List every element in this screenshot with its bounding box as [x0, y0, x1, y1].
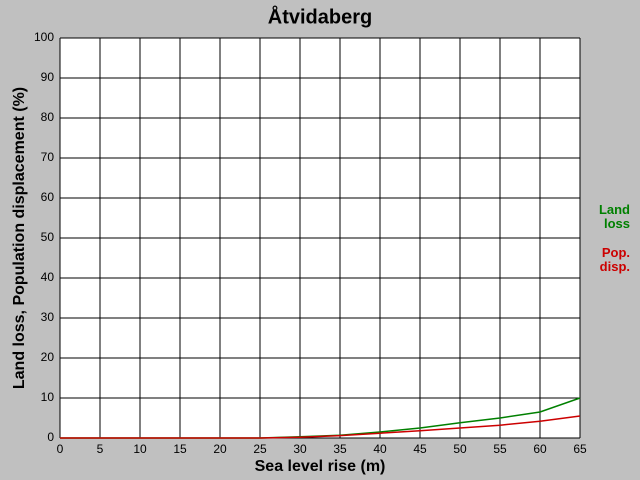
x-tick-label: 50 — [453, 442, 467, 456]
y-tick-label: 80 — [41, 110, 55, 124]
x-tick-label: 5 — [97, 442, 104, 456]
y-tick-label: 70 — [41, 150, 55, 164]
x-tick-label: 35 — [333, 442, 347, 456]
x-tick-label: 0 — [57, 442, 64, 456]
x-tick-label: 30 — [293, 442, 307, 456]
y-tick-label: 50 — [41, 230, 55, 244]
x-tick-label: 20 — [213, 442, 227, 456]
y-tick-label: 40 — [41, 270, 55, 284]
y-tick-label: 100 — [34, 30, 54, 44]
y-tick-label: 90 — [41, 70, 55, 84]
x-tick-label: 45 — [413, 442, 427, 456]
x-tick-label: 55 — [493, 442, 507, 456]
chart-title: Åtvidaberg — [268, 4, 372, 28]
y-tick-label: 30 — [41, 310, 55, 324]
x-tick-label: 65 — [573, 442, 587, 456]
legend-entry: Pop. disp. — [599, 245, 630, 274]
legend-entry: Land loss — [598, 202, 630, 231]
y-axis-label: Land loss, Population displacement (%) — [11, 87, 28, 389]
y-tick-label: 10 — [41, 390, 55, 404]
x-tick-label: 25 — [253, 442, 267, 456]
line-series — [60, 415, 581, 439]
x-tick-label: 40 — [373, 442, 387, 456]
y-tick-label: 60 — [41, 190, 55, 204]
x-axis-label: Sea level rise (m) — [255, 458, 386, 475]
x-tick-label: 60 — [533, 442, 547, 456]
y-tick-label: 20 — [41, 350, 55, 364]
x-tick-label: 15 — [173, 442, 187, 456]
y-tick-label: 0 — [47, 430, 54, 444]
x-tick-label: 10 — [133, 442, 147, 456]
